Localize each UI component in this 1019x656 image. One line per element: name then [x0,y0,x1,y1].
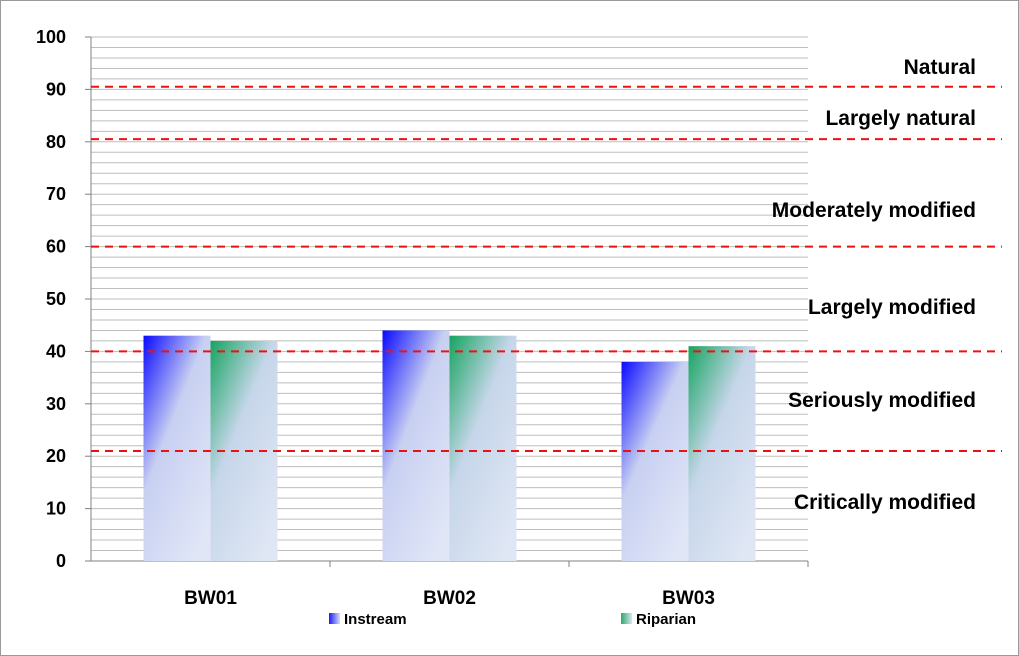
y-tick-label: 60 [46,237,66,257]
band-label: Seriously modified [788,389,976,412]
band-label: Moderately modified [772,199,976,222]
bars [143,330,756,561]
y-tick-label: 80 [46,132,66,152]
legend-label: Instream [344,611,407,628]
legend-swatch-riparian [621,613,632,624]
bar-riparian-bw02 [449,335,517,561]
legend: Instream Riparian [329,611,696,628]
band-label: Largely modified [808,296,976,319]
y-tick-label: 10 [46,499,66,519]
category-label: BW01 [184,588,237,609]
bar-instream-bw01 [143,335,211,561]
legend-label: Riparian [636,611,696,628]
category-label: BW02 [423,588,476,609]
y-tick-label: 20 [46,446,66,466]
y-tick-label: 50 [46,289,66,309]
y-tick-label: 90 [46,79,66,99]
bar-riparian-bw03 [688,346,756,561]
band-labels: Natural Largely natural Moderately modifie… [772,56,976,514]
y-tick-label: 100 [36,27,66,47]
y-tick-label: 0 [56,551,66,571]
band-label: Natural [904,56,976,79]
band-label: Largely natural [825,107,976,130]
bar-instream-bw03 [621,361,689,561]
y-tick-label: 40 [46,341,66,361]
bar-instream-bw02 [382,330,450,561]
y-tick-label: 70 [46,184,66,204]
legend-swatch-instream [329,613,340,624]
threshold-lines [91,85,1002,452]
band-label: Critically modified [794,491,976,514]
y-tick-label: 30 [46,394,66,414]
y-tick-labels: 0 10 20 30 40 50 60 70 80 90 100 [36,27,66,571]
category-labels: BW01 BW02 BW03 [184,588,715,609]
category-label: BW03 [662,588,715,609]
